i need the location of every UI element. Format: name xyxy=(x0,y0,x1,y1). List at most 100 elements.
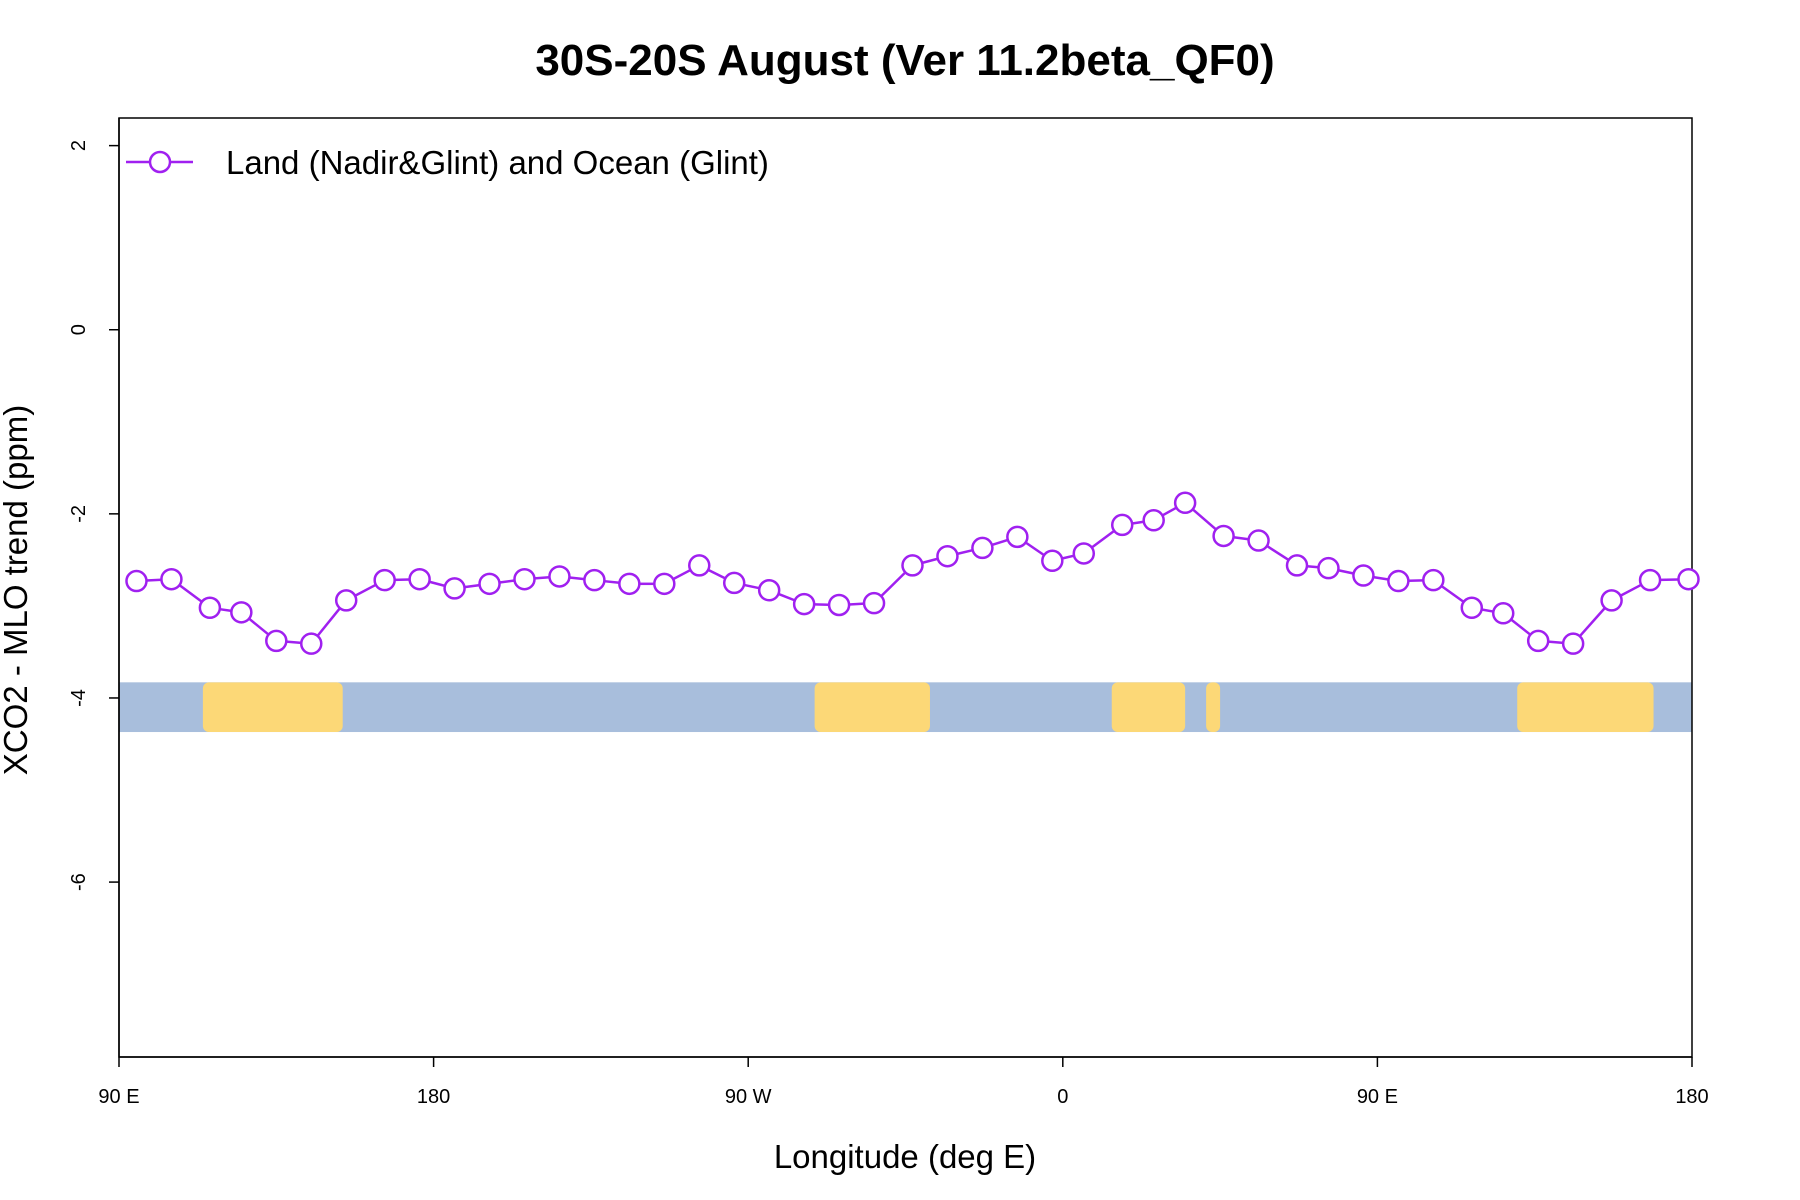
map-strip xyxy=(119,682,1692,733)
data-point xyxy=(1212,524,1235,548)
data-point xyxy=(334,589,358,612)
y-tick-label: 0 xyxy=(68,324,90,335)
series-line-segment xyxy=(1373,575,1389,581)
map-strip-land xyxy=(202,682,343,733)
data-point xyxy=(1677,567,1700,591)
data-point xyxy=(548,565,571,588)
map-strip-land xyxy=(1111,682,1186,733)
series-line-segment xyxy=(1510,618,1532,636)
series-line-segment xyxy=(743,583,760,590)
data-point xyxy=(936,544,959,568)
series-line-segment xyxy=(1161,506,1178,517)
x-tick-label: 180 xyxy=(417,1086,450,1108)
series-line-segment xyxy=(569,576,585,581)
data-point xyxy=(722,571,746,595)
data-point xyxy=(265,629,288,653)
x-tick-label: 180 xyxy=(1675,1086,1708,1108)
series-line-segment xyxy=(1619,583,1642,597)
data-point xyxy=(443,577,466,600)
series-layer xyxy=(125,491,1700,655)
data-point xyxy=(1317,556,1340,580)
series-line-segment xyxy=(1481,608,1494,613)
y-tick-label: -6 xyxy=(68,873,90,891)
chart-title: 30S-20S August (Ver 11.2beta_QF0) xyxy=(535,36,1274,85)
x-axis: 90 E 180 90 W 0 90 E 180 xyxy=(98,1056,1709,1108)
data-point xyxy=(1561,632,1585,655)
series-line-segment xyxy=(1337,569,1354,575)
series-line-segment xyxy=(464,583,480,589)
series-line-segment xyxy=(1306,565,1319,569)
data-point xyxy=(125,569,148,593)
data-point xyxy=(971,536,994,560)
data-point xyxy=(1142,509,1165,532)
series-line-segment xyxy=(146,578,162,582)
x-tick-label: 90 W xyxy=(725,1086,772,1108)
data-point xyxy=(373,568,396,592)
data-point xyxy=(583,568,606,592)
data-point xyxy=(653,572,676,596)
map-strip-land xyxy=(814,682,930,733)
data-point xyxy=(1526,629,1550,653)
data-point xyxy=(1460,596,1484,620)
series-line-segment xyxy=(316,607,341,637)
series-line-segment xyxy=(499,579,515,584)
data-point xyxy=(1041,549,1064,573)
series-line-segment xyxy=(880,571,907,598)
series-line-segment xyxy=(1440,584,1465,603)
series-line-segment xyxy=(991,538,1009,547)
y-tick-label: 2 xyxy=(68,140,90,151)
y-tick-label: -4 xyxy=(68,689,90,707)
series-line-segment xyxy=(219,607,232,613)
data-point xyxy=(1387,569,1410,593)
map-strip-land xyxy=(1206,682,1221,733)
series-line-segment xyxy=(707,568,726,580)
data-point xyxy=(901,554,924,577)
data-point xyxy=(198,596,222,620)
data-point xyxy=(1491,602,1515,625)
plot-frame xyxy=(118,117,1693,1058)
series-line-segment xyxy=(921,557,939,565)
data-point xyxy=(618,572,641,596)
data-point xyxy=(757,579,781,602)
data-point xyxy=(827,593,851,617)
data-point xyxy=(300,632,323,655)
data-point xyxy=(478,572,501,596)
series-line-segment xyxy=(1548,640,1564,645)
legend-label: Land (Nadir&Glint) and Ocean (Glint) xyxy=(226,144,769,181)
data-point xyxy=(513,567,536,591)
series-line-segment xyxy=(354,583,377,597)
series-line-segment xyxy=(1233,536,1249,541)
series-line-segment xyxy=(286,640,302,645)
series-line-segment xyxy=(248,617,270,636)
series-line-segment xyxy=(428,580,446,588)
series-line-segment xyxy=(778,592,796,602)
data-point xyxy=(1352,564,1375,587)
series-line-segment xyxy=(1191,508,1217,531)
series-line-segment xyxy=(1266,544,1290,562)
data-point xyxy=(1638,568,1662,592)
data-point xyxy=(230,601,253,624)
x-tick-label: 90 E xyxy=(98,1086,139,1108)
data-point xyxy=(1173,491,1197,515)
data-point xyxy=(1247,529,1270,552)
y-tick-label: -2 xyxy=(68,505,90,523)
series-line-segment xyxy=(672,568,691,581)
legend: Land (Nadir&Glint) and Ocean (Glint) xyxy=(126,144,769,181)
series-line-segment xyxy=(534,575,550,580)
data-point xyxy=(408,567,431,591)
y-axis-label: XCO2 - MLO trend (ppm) xyxy=(0,405,34,775)
data-point xyxy=(160,567,183,591)
x-tick-label: 90 E xyxy=(1357,1086,1398,1108)
series-line-segment xyxy=(1024,541,1045,557)
series-line-segment xyxy=(1061,554,1075,560)
data-point xyxy=(1422,568,1445,592)
data-point xyxy=(1110,513,1134,537)
series-line-segment xyxy=(849,602,865,606)
data-point xyxy=(792,592,816,616)
data-point xyxy=(1285,554,1309,577)
data-point xyxy=(862,591,886,615)
series-line-segment xyxy=(178,584,203,603)
map-strip-land xyxy=(1517,682,1654,733)
series-line-segment xyxy=(1578,607,1606,638)
